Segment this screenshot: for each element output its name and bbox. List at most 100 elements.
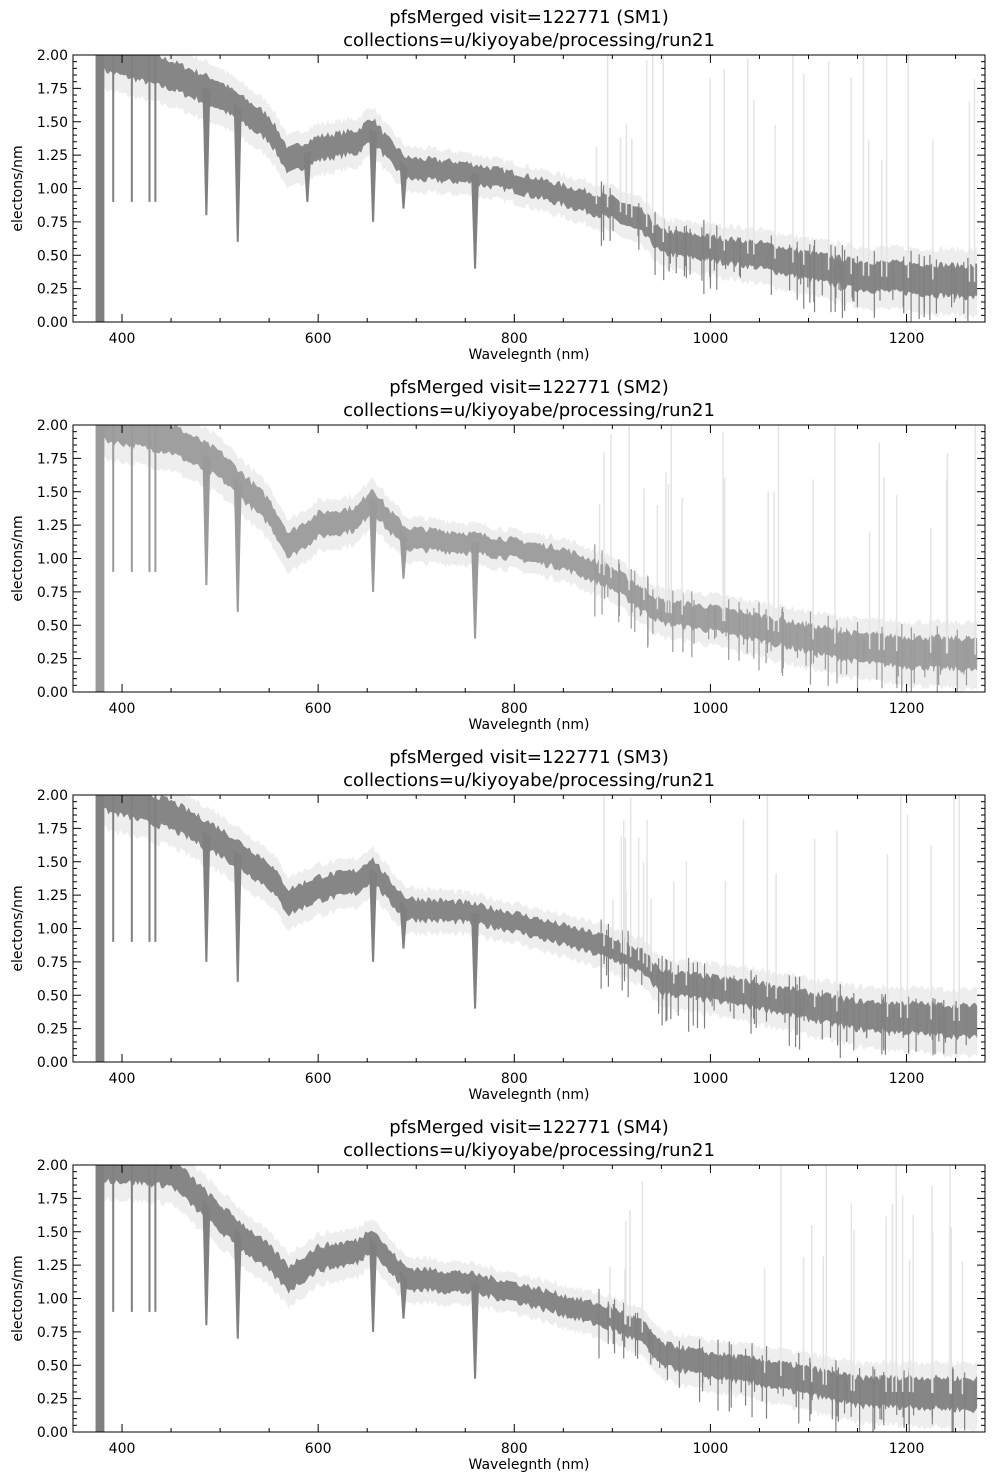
y-tick-label: 1.25 [37, 888, 68, 904]
absorption-line [369, 868, 378, 962]
subplot-2: pfsMerged visit=122771 (SM2) collections=… [0, 370, 994, 740]
absorption-line [233, 103, 242, 242]
x-axis-label: Wavelegnth (nm) [469, 717, 590, 733]
absorption-line [471, 1282, 480, 1379]
blue-edge [95, 425, 105, 692]
subplot-3: pfsMerged visit=122771 (SM3) collections=… [0, 740, 994, 1110]
y-tick-label: 0.25 [37, 1022, 68, 1038]
x-axis-label: Wavelegnth (nm) [469, 1087, 590, 1103]
y-tick-label: 1.25 [37, 518, 68, 534]
y-tick-label: 0.75 [37, 1325, 68, 1341]
subplot-subtitle: collections=u/kiyoyabe/processing/run21 [343, 770, 715, 791]
spectrum-band [102, 1165, 978, 1414]
x-tick-label: 1000 [693, 331, 729, 347]
x-tick-label: 600 [305, 1071, 332, 1087]
absorption-line [233, 476, 242, 612]
y-tick-label: 0.25 [37, 282, 68, 298]
absorption-line [303, 150, 312, 202]
absorption-line [399, 529, 408, 579]
y-tick-label: 0.50 [37, 988, 68, 1004]
absorption-line [202, 1200, 211, 1326]
x-tick-label: 1200 [889, 1071, 925, 1087]
y-tick-label: 0.25 [37, 1392, 68, 1408]
y-tick-label: 1.50 [37, 855, 68, 871]
subplot-subtitle: collections=u/kiyoyabe/processing/run21 [343, 30, 715, 51]
y-tick-label: 0.50 [37, 1358, 68, 1374]
x-tick-label: 400 [109, 701, 136, 717]
absorption-line [471, 912, 480, 1009]
y-tick-label: 2.00 [37, 788, 68, 804]
x-tick-label: 1000 [693, 1441, 729, 1457]
y-tick-label: 0.00 [37, 1055, 68, 1071]
x-tick-label: 800 [501, 331, 528, 347]
x-tick-label: 1000 [693, 701, 729, 717]
x-tick-label: 400 [109, 1071, 136, 1087]
absorption-line [369, 128, 378, 222]
absorption-line [399, 1269, 408, 1319]
absorption-line [233, 849, 242, 982]
absorption-line [399, 899, 408, 949]
plot-area [95, 425, 978, 692]
absorption-line [369, 1238, 378, 1332]
blue-edge [95, 795, 105, 1062]
x-axis-label: Wavelegnth (nm) [469, 1457, 590, 1473]
y-tick-label: 0.75 [37, 955, 68, 971]
y-tick-label: 0.25 [37, 652, 68, 668]
x-tick-label: 400 [109, 331, 136, 347]
absorption-line [202, 830, 211, 962]
y-tick-label: 1.75 [37, 821, 68, 837]
y-tick-label: 1.50 [37, 1225, 68, 1241]
y-tick-label: 1.75 [37, 451, 68, 467]
y-tick-label: 0.75 [37, 585, 68, 601]
subplot-subtitle: collections=u/kiyoyabe/processing/run21 [343, 1140, 715, 1161]
subplot-title: pfsMerged visit=122771 (SM2) [389, 377, 669, 398]
subplot-1: pfsMerged visit=122771 (SM1) collections=… [0, 0, 994, 370]
x-tick-label: 1200 [889, 331, 925, 347]
spectrum-band [102, 55, 978, 301]
y-tick-label: 2.00 [37, 1158, 68, 1174]
plot-svg: 400 600 800 1000 1200 0.00 0.25 0.50 0.75 1.00 1.2… [10, 788, 986, 1103]
y-tick-label: 0.75 [37, 215, 68, 231]
x-tick-label: 600 [305, 1441, 332, 1457]
y-tick-label: 2.00 [37, 418, 68, 434]
spectrum-band [102, 425, 978, 673]
y-tick-label: 1.00 [37, 182, 68, 198]
subplot-title: pfsMerged visit=122771 (SM3) [389, 747, 669, 768]
y-tick-label: 2.00 [37, 48, 68, 64]
plot-area [95, 795, 978, 1062]
absorption-line [202, 86, 211, 216]
blue-edge [95, 55, 105, 322]
subplot-title: pfsMerged visit=122771 (SM4) [389, 1117, 669, 1138]
x-tick-label: 800 [501, 701, 528, 717]
y-tick-label: 1.00 [37, 552, 68, 568]
subplot-title: pfsMerged visit=122771 (SM1) [389, 7, 669, 28]
y-tick-label: 1.75 [37, 81, 68, 97]
plot-svg: 400 600 800 1000 1200 0.00 0.25 0.50 0.75 1.00 1.2… [10, 418, 986, 733]
y-tick-label: 0.50 [37, 248, 68, 264]
x-tick-label: 1200 [889, 701, 925, 717]
y-tick-label: 0.00 [37, 685, 68, 701]
absorption-line [471, 542, 480, 639]
absorption-line [233, 1228, 242, 1339]
blue-edge [95, 1165, 105, 1432]
y-tick-label: 0.00 [37, 1425, 68, 1441]
absorption-line [471, 172, 480, 269]
x-tick-label: 800 [501, 1071, 528, 1087]
x-tick-label: 600 [305, 701, 332, 717]
x-tick-label: 800 [501, 1441, 528, 1457]
absorption-line [369, 499, 378, 592]
subplot-subtitle: collections=u/kiyoyabe/processing/run21 [343, 400, 715, 421]
absorption-line [202, 454, 211, 586]
y-tick-label: 1.25 [37, 1258, 68, 1274]
x-tick-label: 1200 [889, 1441, 925, 1457]
plot-svg: 400 600 800 1000 1200 0.00 0.25 0.50 0.75 1.00 1.2… [10, 1158, 986, 1473]
y-axis-label: electons/nm [10, 885, 26, 971]
x-axis-label: Wavelegnth (nm) [469, 347, 590, 363]
y-tick-label: 1.25 [37, 148, 68, 164]
y-tick-label: 0.00 [37, 315, 68, 331]
y-tick-label: 1.50 [37, 115, 68, 131]
y-tick-label: 1.00 [37, 1292, 68, 1308]
y-tick-label: 0.50 [37, 618, 68, 634]
x-tick-label: 400 [109, 1441, 136, 1457]
